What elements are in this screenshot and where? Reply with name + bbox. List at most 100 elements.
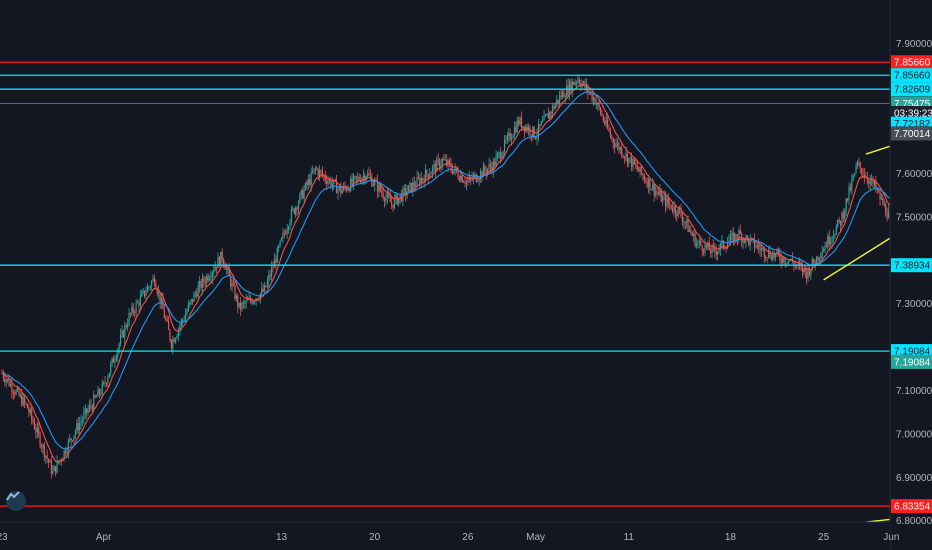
candle-body-108 — [154, 278, 155, 284]
candle-body-317 — [449, 160, 450, 163]
candle-body-303 — [429, 175, 430, 178]
candle-body-496 — [702, 245, 703, 250]
candle-body-294 — [416, 177, 417, 186]
candle-body-614 — [868, 181, 869, 184]
candle-body-337 — [477, 181, 478, 182]
candle-body-306 — [433, 164, 434, 167]
candle-body-102 — [145, 293, 146, 296]
candle-body-425 — [601, 114, 602, 116]
candle-body-198 — [281, 238, 282, 241]
candle-body-453 — [641, 167, 642, 174]
candle-body-461 — [652, 184, 653, 189]
candle-body-67 — [96, 397, 97, 398]
candle-body-28 — [41, 446, 42, 447]
candle-body-488 — [690, 230, 691, 233]
candle-body-211 — [299, 194, 300, 203]
candle-body-470 — [665, 196, 666, 206]
x-tick-label-7: 18 — [725, 532, 737, 543]
candle-body-83 — [119, 344, 120, 350]
candle-body-588 — [831, 237, 832, 242]
candle-body-408 — [577, 79, 578, 82]
candle-body-195 — [277, 248, 278, 263]
x-tick-label-1: Apr — [96, 532, 112, 543]
candle-body-606 — [857, 162, 858, 166]
candle-body-604 — [854, 173, 855, 176]
candle-body-433 — [613, 138, 614, 143]
candle-body-270 — [383, 193, 384, 198]
candle-body-441 — [624, 156, 625, 157]
candle-body-396 — [560, 95, 561, 97]
candle-body-193 — [274, 260, 275, 268]
candle-body-442 — [625, 153, 626, 157]
candle-body-419 — [593, 98, 594, 101]
candle-body-52 — [75, 431, 76, 435]
candle-body-138 — [196, 294, 197, 297]
candle-body-261 — [370, 175, 371, 177]
candle-body-517 — [731, 233, 732, 235]
candle-body-513 — [726, 248, 727, 249]
candle-body-120 — [171, 340, 172, 348]
candle-body-356 — [504, 140, 505, 152]
candle-body-605 — [855, 166, 856, 173]
candle-body-412 — [583, 82, 584, 84]
candle-body-170 — [241, 303, 242, 309]
candle-body-70 — [100, 394, 101, 395]
candle-body-462 — [654, 184, 655, 195]
candle-body-134 — [191, 299, 192, 302]
candle-body-552 — [781, 260, 782, 263]
candle-body-516 — [730, 235, 731, 241]
candle-body-251 — [356, 176, 357, 178]
candle-body-369 — [522, 126, 523, 128]
candle-body-15 — [23, 397, 24, 405]
candle-body-271 — [384, 198, 385, 201]
candle-body-115 — [164, 309, 165, 318]
candle-body-455 — [644, 176, 645, 180]
candle-body-268 — [380, 185, 381, 191]
candle-body-267 — [378, 185, 379, 192]
candle-body-121 — [172, 339, 173, 348]
candle-body-222 — [315, 168, 316, 169]
candle-body-456 — [645, 180, 646, 181]
candle-body-232 — [329, 180, 330, 181]
candle-body-59 — [85, 408, 86, 413]
candle-body-471 — [666, 198, 667, 206]
candle-body-168 — [239, 303, 240, 307]
candle-body-370 — [524, 126, 525, 131]
candle-body-483 — [683, 222, 684, 223]
candle-body-567 — [802, 265, 803, 272]
candle-body-147 — [209, 278, 210, 280]
x-tick-label-3: 20 — [369, 532, 381, 543]
candle-body-150 — [213, 271, 214, 273]
candle-body-57 — [82, 420, 83, 422]
candle-body-609 — [861, 168, 862, 174]
y-tick-label-0: 7.90000 — [896, 39, 932, 50]
candle-body-512 — [724, 248, 725, 249]
candle-body-363 — [514, 127, 515, 135]
candle-body-325 — [460, 176, 461, 181]
candle-body-21 — [31, 410, 32, 419]
candle-body-34 — [49, 461, 50, 463]
candle-body-3 — [6, 380, 7, 382]
candle-body-250 — [354, 176, 355, 177]
candle-body-464 — [656, 191, 657, 193]
candle-body-476 — [673, 206, 674, 211]
candle-body-162 — [230, 276, 231, 287]
candle-body-71 — [102, 383, 103, 393]
candle-body-349 — [494, 161, 495, 165]
candle-body-540 — [764, 248, 765, 257]
candle-body-628 — [888, 212, 889, 219]
candle-body-569 — [805, 268, 806, 272]
candle-body-459 — [649, 179, 650, 189]
tradingview-logo-icon[interactable] — [6, 491, 26, 511]
candle-body-39 — [56, 461, 57, 473]
candle-body-288 — [408, 185, 409, 191]
candle-body-622 — [879, 191, 880, 199]
candle-body-594 — [840, 221, 841, 225]
candle-body-310 — [439, 160, 440, 167]
candle-body-278 — [394, 198, 395, 208]
candle-body-555 — [785, 263, 786, 264]
candle-body-187 — [265, 286, 266, 287]
candle-body-164 — [233, 283, 234, 285]
